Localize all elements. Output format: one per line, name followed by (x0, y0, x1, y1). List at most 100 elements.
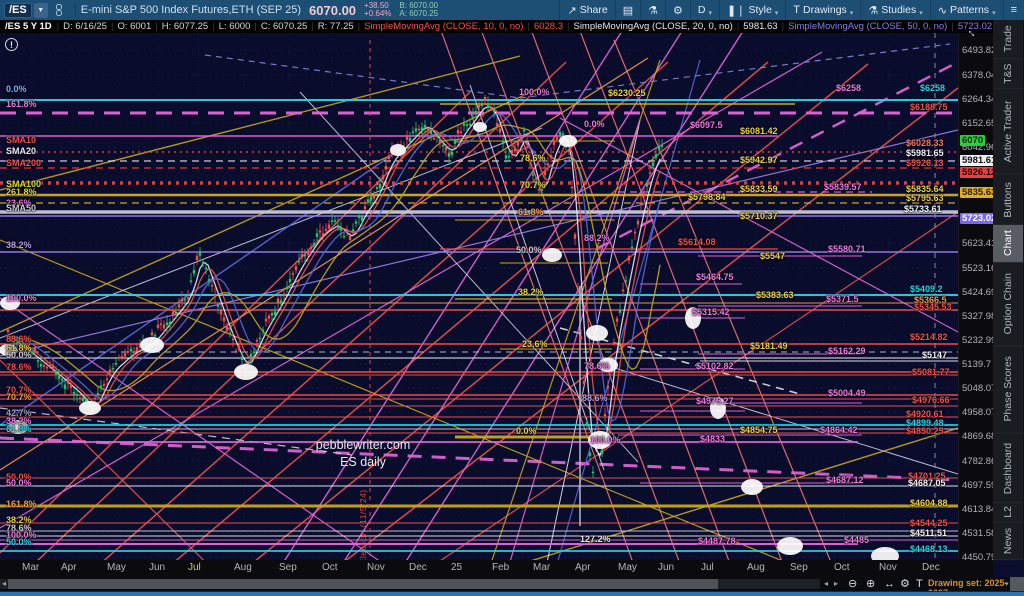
candle-body (183, 299, 187, 301)
sidebar-tab-chart[interactable]: Chart (993, 225, 1024, 264)
chart-canvas[interactable]: 0.0% 161.8% SMA10 SMA20 SMA200 SMA100 261.8% 23… (0, 33, 958, 560)
trend-line (406, 33, 743, 560)
month-label: Dec (409, 562, 427, 573)
trend-line (345, 87, 958, 560)
share-button[interactable]: ↗ Share (559, 0, 614, 20)
sidebar-tab-l2[interactable]: L2 (993, 503, 1024, 523)
study-label[interactable]: SimpleMovingAvg (CLOSE, 50, 0, no) (788, 21, 948, 32)
divider: | (110, 21, 114, 32)
candle-body (657, 146, 661, 150)
pan-right-icon[interactable]: ▸ (834, 579, 839, 588)
sidebar-tab-dashboard[interactable]: Dashboard (993, 433, 1024, 504)
candle-body (582, 380, 586, 384)
pan-left-icon[interactable]: ◂ (824, 579, 829, 588)
analyze-flask-button[interactable]: ⚗ (640, 0, 665, 20)
price-tick: 4697.59 (962, 480, 997, 491)
candle-body (45, 366, 49, 369)
candle-body (462, 123, 466, 126)
candle-body (639, 202, 643, 205)
candle-body (180, 298, 184, 302)
scroll-left-icon[interactable]: ◂ (2, 579, 7, 588)
style-button[interactable]: ❚❘ Style ▾ (719, 0, 785, 20)
ellipse-marker (234, 364, 258, 380)
candle-body (570, 186, 574, 189)
text-tool-icon[interactable]: T (916, 578, 923, 590)
sidebar-tab-buttons[interactable]: Buttons (993, 174, 1024, 226)
ohlc-field: C: 6070.25 (260, 21, 308, 32)
candle-body (21, 342, 25, 347)
candle-body (636, 220, 640, 225)
candle-body (15, 342, 19, 345)
scrollbar-thumb[interactable] (8, 579, 718, 589)
candle-body (411, 131, 415, 133)
menu-button[interactable]: ≡ (1002, 0, 1024, 20)
sidebar-tab-trade[interactable]: Trade (993, 20, 1024, 60)
month-label: Aug (747, 562, 765, 573)
price-tick: 6264.34 (962, 94, 997, 105)
candle-body (579, 336, 583, 339)
sidebar-tab-phase-scores[interactable]: Phase Scores (993, 346, 1024, 434)
price-axis[interactable]: ↔ 6493.82 6378.04 6264.34 6152.65 6042.96 562… (958, 23, 999, 563)
candle-body (309, 246, 313, 249)
price-tick: 4531.58 (962, 528, 997, 539)
symbol-dropdown-caret-icon[interactable]: ▼ (33, 2, 48, 18)
price-badge: 5835.63 (960, 187, 999, 198)
resize-corner[interactable] (1010, 577, 1024, 591)
pan-icon[interactable]: ↔ (884, 578, 895, 590)
settings-gear-icon: ⚙ (673, 4, 683, 17)
time-axis[interactable]: Mar Apr May Jun Jul Aug Sep Oct Nov Dec 25 Feb Mar Ap… (0, 560, 993, 577)
month-label: Jun (149, 562, 166, 573)
candle-body (345, 229, 349, 232)
candle-body (126, 351, 130, 353)
studies-button[interactable]: ⚗ Studies ▾ (860, 0, 929, 20)
candle-body (150, 332, 154, 336)
candle-body (267, 315, 271, 319)
candle-body (108, 369, 112, 372)
candle-body (12, 342, 16, 347)
month-label: Jul (701, 562, 714, 573)
study-label[interactable]: SimpleMovingAvg (CLOSE, 20, 0, no) (573, 21, 733, 32)
zoom-out-icon[interactable]: ⊖ (848, 578, 858, 590)
drawing-set-caret-icon[interactable]: ▾ (1005, 581, 1009, 588)
candle-body (339, 227, 343, 231)
candle-body (330, 220, 334, 222)
settings-gear-button[interactable]: ⚙ (665, 0, 690, 20)
candle-body (312, 243, 316, 246)
drawing-settings-icon[interactable]: ⚙ (900, 578, 910, 590)
trend-line (0, 436, 958, 482)
price-tick: 4869.68 (962, 431, 997, 442)
chart-status-row: /ES 5 Y 1D | D: 6/16/25 | O: 6001 | H: 6077.25… (0, 20, 993, 33)
symbol-input[interactable]: /ES (4, 2, 32, 18)
study-label[interactable]: SimpleMovingAvg (CLOSE, 10, 0, no) (364, 21, 524, 32)
info-icon[interactable]: ! (5, 38, 18, 51)
drawings-button[interactable]: T Drawings ▾ (785, 0, 860, 20)
month-label: May (107, 562, 126, 573)
candle-body (204, 267, 208, 270)
ellipse-marker (0, 344, 17, 356)
sidebar-tab-active-trader[interactable]: Active Trader (993, 89, 1024, 175)
month-label: Jul (188, 562, 201, 573)
top-toolbar: /ES ▼ E-mini S&P 500 Index Futures,ETH (… (0, 0, 1024, 20)
candle-body (255, 340, 259, 342)
patterns-button[interactable]: ∿ Patterns ▾ (929, 0, 1003, 20)
candle-body (78, 397, 82, 400)
zoom-in-icon[interactable]: ⊕ (866, 578, 876, 590)
sidebar-tab-t-s[interactable]: T&S (993, 59, 1024, 90)
month-label: Oct (834, 562, 850, 573)
sidebar-tab-news[interactable]: News (993, 522, 1024, 561)
price-tick: 5623.41 (962, 238, 997, 249)
candle-body (210, 285, 214, 287)
candle-body (558, 132, 562, 135)
patterns-icon: ∿ (937, 4, 947, 17)
candle-body (231, 338, 235, 341)
link-symbol-icon[interactable] (54, 4, 64, 16)
candle-body (24, 346, 28, 350)
timeframe-button[interactable]: D ▾ (689, 0, 719, 20)
instrument-name: E-mini S&P 500 Index Futures,ETH (SEP 25… (80, 4, 302, 16)
candle-body (573, 234, 577, 239)
candle-body (453, 139, 457, 144)
divider: | (567, 21, 570, 32)
month-label: Sep (279, 562, 297, 573)
notes-button[interactable]: ▤ (614, 0, 640, 20)
sidebar-tab-option-chain[interactable]: Option Chain (993, 263, 1024, 347)
